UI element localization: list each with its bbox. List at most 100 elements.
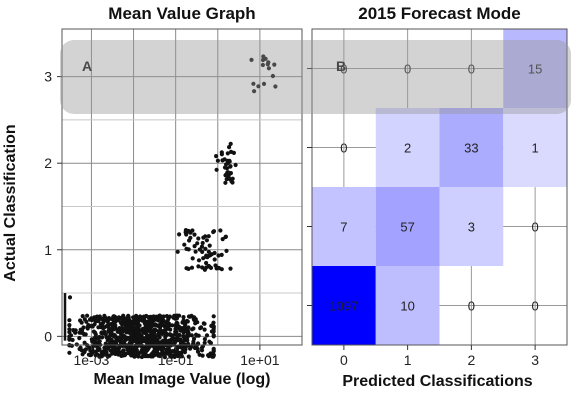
scatter-point bbox=[191, 336, 197, 341]
scatter-point bbox=[200, 240, 205, 246]
scatter-point bbox=[121, 349, 126, 354]
y-axis-label: Actual Classification bbox=[2, 124, 19, 282]
scatter-point bbox=[162, 331, 167, 336]
scatter-point bbox=[163, 334, 168, 339]
scatter-point bbox=[184, 318, 190, 324]
scatter-point bbox=[186, 354, 191, 359]
scatter-point bbox=[200, 353, 205, 358]
scatter-point bbox=[67, 330, 72, 335]
scatter-point bbox=[85, 313, 90, 318]
scatter-y-tick-label: 0 bbox=[44, 328, 52, 344]
heatmap-cell bbox=[439, 187, 504, 266]
scatter-point bbox=[190, 256, 195, 261]
scatter-point bbox=[211, 349, 216, 354]
scatter-point bbox=[208, 340, 213, 346]
scatter-point bbox=[230, 180, 235, 185]
scatter-point bbox=[216, 253, 221, 258]
heatmap-panel-label: B bbox=[336, 58, 346, 74]
scatter-point bbox=[195, 241, 200, 246]
scatter-point bbox=[175, 337, 180, 342]
scatter-point bbox=[133, 351, 138, 356]
scatter-point bbox=[213, 263, 218, 268]
scatter-point bbox=[228, 266, 233, 271]
heatmap-x-tick-label: 0 bbox=[340, 352, 348, 368]
scatter-point bbox=[67, 350, 72, 355]
heatmap-cell-value: 2 bbox=[404, 141, 411, 156]
scatter-point bbox=[171, 315, 176, 320]
heatmap-panel: 109710007573002331000150123B bbox=[307, 28, 568, 368]
scatter-point bbox=[227, 176, 232, 181]
heatmap-cell bbox=[503, 29, 567, 108]
scatter-point bbox=[181, 330, 186, 335]
scatter-point bbox=[251, 81, 256, 86]
scatter-point bbox=[211, 320, 216, 325]
scatter-point bbox=[91, 329, 96, 334]
scatter-point bbox=[228, 141, 233, 146]
heatmap-x-tick-label: 1 bbox=[404, 352, 412, 368]
scatter-point bbox=[177, 232, 182, 237]
scatter-x-tick-label: 1e-03 bbox=[74, 352, 110, 368]
scatter-point bbox=[193, 249, 198, 254]
scatter-point bbox=[220, 237, 225, 242]
scatter-point bbox=[191, 342, 196, 347]
scatter-point bbox=[249, 57, 254, 63]
scatter-point bbox=[145, 353, 150, 358]
scatter-point bbox=[207, 253, 212, 258]
scatter-point bbox=[135, 329, 140, 334]
scatter-point bbox=[231, 150, 236, 155]
scatter-point bbox=[167, 347, 172, 352]
scatter-point bbox=[201, 235, 206, 240]
scatter-point bbox=[196, 333, 201, 338]
scatter-point bbox=[107, 334, 112, 339]
scatter-point bbox=[272, 62, 277, 67]
scatter-y-tick-label: 2 bbox=[44, 155, 52, 171]
scatter-point bbox=[82, 317, 87, 322]
scatter-point bbox=[82, 348, 87, 353]
scatter-point bbox=[215, 158, 220, 163]
scatter-point bbox=[225, 151, 230, 156]
scatter-point bbox=[112, 333, 117, 338]
heatmap-cell bbox=[312, 187, 376, 266]
scatter-point bbox=[79, 320, 84, 325]
scatter-point bbox=[142, 350, 147, 355]
heatmap-cell bbox=[503, 108, 567, 187]
scatter-point bbox=[146, 340, 151, 345]
scatter-point bbox=[204, 333, 210, 338]
heatmap-x-tick-label: 3 bbox=[531, 352, 539, 368]
scatter-point bbox=[175, 313, 180, 318]
scatter-point bbox=[67, 334, 72, 339]
scatter-point bbox=[89, 349, 94, 354]
scatter-point bbox=[101, 320, 106, 325]
heatmap-cell bbox=[439, 108, 504, 187]
scatter-point bbox=[218, 228, 223, 233]
scatter-point bbox=[200, 249, 205, 254]
scatter-point bbox=[202, 327, 207, 332]
scatter-point bbox=[163, 340, 168, 345]
scatter-point bbox=[126, 351, 131, 356]
scatter-point bbox=[67, 318, 72, 323]
scatter-point bbox=[137, 334, 142, 339]
scatter-point bbox=[148, 326, 153, 331]
heatmap-cell-value: 1097 bbox=[329, 299, 358, 314]
scatter-point bbox=[93, 353, 98, 358]
scatter-point bbox=[77, 336, 82, 341]
scatter-point bbox=[206, 354, 211, 359]
scatter-point bbox=[152, 327, 157, 332]
scatter-point bbox=[227, 145, 232, 150]
scatter-point bbox=[136, 354, 141, 359]
scatter-point bbox=[209, 329, 214, 334]
scatter-point bbox=[111, 323, 116, 328]
scatter-point bbox=[145, 343, 150, 348]
scatter-point bbox=[195, 320, 200, 325]
scatter-point bbox=[79, 328, 85, 333]
scatter-point bbox=[192, 244, 197, 249]
heatmap-cell bbox=[375, 108, 440, 187]
scatter-point bbox=[92, 335, 97, 341]
heatmap-cell-value: 3 bbox=[468, 220, 475, 235]
scatter-point bbox=[97, 354, 102, 359]
scatter-point bbox=[226, 170, 231, 175]
heatmap-cell-value: 0 bbox=[340, 141, 347, 156]
scatter-point bbox=[131, 325, 136, 330]
scatter-point bbox=[211, 229, 216, 235]
scatter-point bbox=[143, 330, 148, 336]
